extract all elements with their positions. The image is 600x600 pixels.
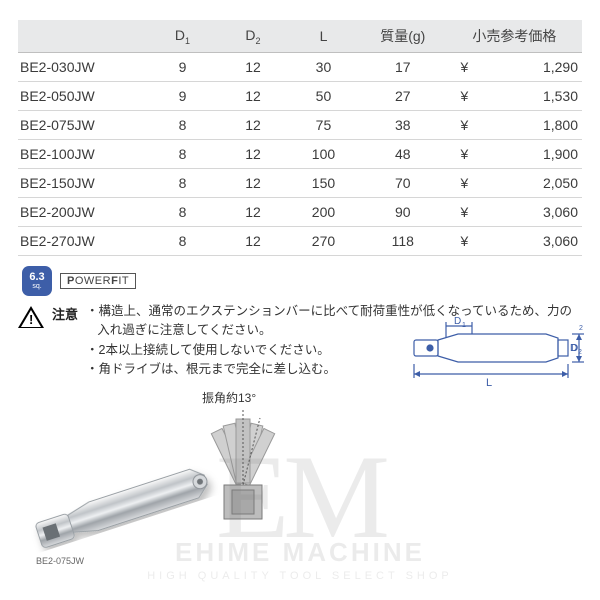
cell-d2: 12 — [218, 111, 288, 140]
cell-yen: ¥ — [447, 198, 482, 227]
cell-l: 30 — [288, 53, 358, 82]
product-photo-caption: BE2-075JW — [36, 556, 84, 566]
drive-size-unit: sq. — [32, 283, 41, 290]
powerfit-badge: POWERFIT — [60, 273, 136, 289]
cell-price: 1,800 — [482, 111, 582, 140]
cell-l: 50 — [288, 82, 358, 111]
cell-mass: 70 — [359, 169, 447, 198]
cell-price: 3,060 — [482, 198, 582, 227]
cell-d2: 12 — [218, 140, 288, 169]
cell-price: 1,530 — [482, 82, 582, 111]
table-row: BE2-030JW9123017¥1,290 — [18, 53, 582, 82]
cell-yen: ¥ — [447, 169, 482, 198]
cell-price: 2,050 — [482, 169, 582, 198]
cell-d1: 8 — [147, 111, 217, 140]
cell-yen: ¥ — [447, 140, 482, 169]
svg-text:D: D — [454, 316, 461, 327]
warning-icon: ! — [18, 306, 44, 328]
badge-row: 6.3 sq. POWERFIT — [18, 266, 582, 296]
cell-d1: 8 — [147, 169, 217, 198]
swing-label: 振角約13° — [202, 390, 256, 405]
cell-d2: 12 — [218, 169, 288, 198]
cell-model: BE2-030JW — [18, 53, 147, 82]
table-row: BE2-200JW81220090¥3,060 — [18, 198, 582, 227]
cell-d1: 8 — [147, 140, 217, 169]
cell-model: BE2-050JW — [18, 82, 147, 111]
cell-model: BE2-200JW — [18, 198, 147, 227]
caution-label: 注意 — [52, 302, 78, 323]
cell-d2: 12 — [218, 82, 288, 111]
cell-price: 1,900 — [482, 140, 582, 169]
dimension-diagram: D1 D2 L D2 — [406, 316, 586, 388]
l-label: L — [486, 377, 492, 388]
col-d1: D1 — [147, 20, 217, 53]
cell-mass: 118 — [359, 227, 447, 256]
drive-size-value: 6.3 — [29, 272, 44, 283]
cell-mass: 48 — [359, 140, 447, 169]
cell-yen: ¥ — [447, 82, 482, 111]
cell-d1: 9 — [147, 82, 217, 111]
cell-price: 3,060 — [482, 227, 582, 256]
cell-d1: 8 — [147, 227, 217, 256]
cell-yen: ¥ — [447, 111, 482, 140]
cell-d2: 12 — [218, 53, 288, 82]
cell-mass: 27 — [359, 82, 447, 111]
cell-l: 200 — [288, 198, 358, 227]
spec-table: D1 D2 L 質量(g) 小売参考価格 BE2-030JW9123017¥1,… — [18, 20, 582, 256]
cell-mass: 90 — [359, 198, 447, 227]
svg-text:2: 2 — [578, 349, 582, 356]
spec-table-container: D1 D2 L 質量(g) 小売参考価格 BE2-030JW9123017¥1,… — [0, 0, 600, 256]
cell-price: 1,290 — [482, 53, 582, 82]
svg-text:1: 1 — [462, 322, 466, 329]
col-model — [18, 20, 147, 53]
table-row: BE2-270JW812270118¥3,060 — [18, 227, 582, 256]
product-photo — [22, 452, 222, 562]
cell-model: BE2-075JW — [18, 111, 147, 140]
cell-l: 100 — [288, 140, 358, 169]
table-row: BE2-100JW81210048¥1,900 — [18, 140, 582, 169]
cell-yen: ¥ — [447, 227, 482, 256]
col-l: L — [288, 20, 358, 53]
cell-model: BE2-100JW — [18, 140, 147, 169]
cell-mass: 38 — [359, 111, 447, 140]
svg-text:D: D — [570, 343, 577, 354]
drive-size-badge: 6.3 sq. — [22, 266, 52, 296]
cell-l: 75 — [288, 111, 358, 140]
cell-d1: 8 — [147, 198, 217, 227]
cell-d2: 12 — [218, 198, 288, 227]
cell-d2: 12 — [218, 227, 288, 256]
svg-text:2: 2 — [579, 325, 583, 332]
cell-l: 270 — [288, 227, 358, 256]
cell-mass: 17 — [359, 53, 447, 82]
table-header-row: D1 D2 L 質量(g) 小売参考価格 — [18, 20, 582, 53]
col-price: 小売参考価格 — [447, 20, 582, 53]
col-mass: 質量(g) — [359, 20, 447, 53]
cell-model: BE2-150JW — [18, 169, 147, 198]
cell-yen: ¥ — [447, 53, 482, 82]
cell-model: BE2-270JW — [18, 227, 147, 256]
cell-d1: 9 — [147, 53, 217, 82]
table-row: BE2-050JW9125027¥1,530 — [18, 82, 582, 111]
cell-l: 150 — [288, 169, 358, 198]
table-row: BE2-150JW81215070¥2,050 — [18, 169, 582, 198]
col-d2: D2 — [218, 20, 288, 53]
table-row: BE2-075JW8127538¥1,800 — [18, 111, 582, 140]
watermark-sub: HIGH QUALITY TOOL SELECT SHOP — [147, 570, 453, 582]
